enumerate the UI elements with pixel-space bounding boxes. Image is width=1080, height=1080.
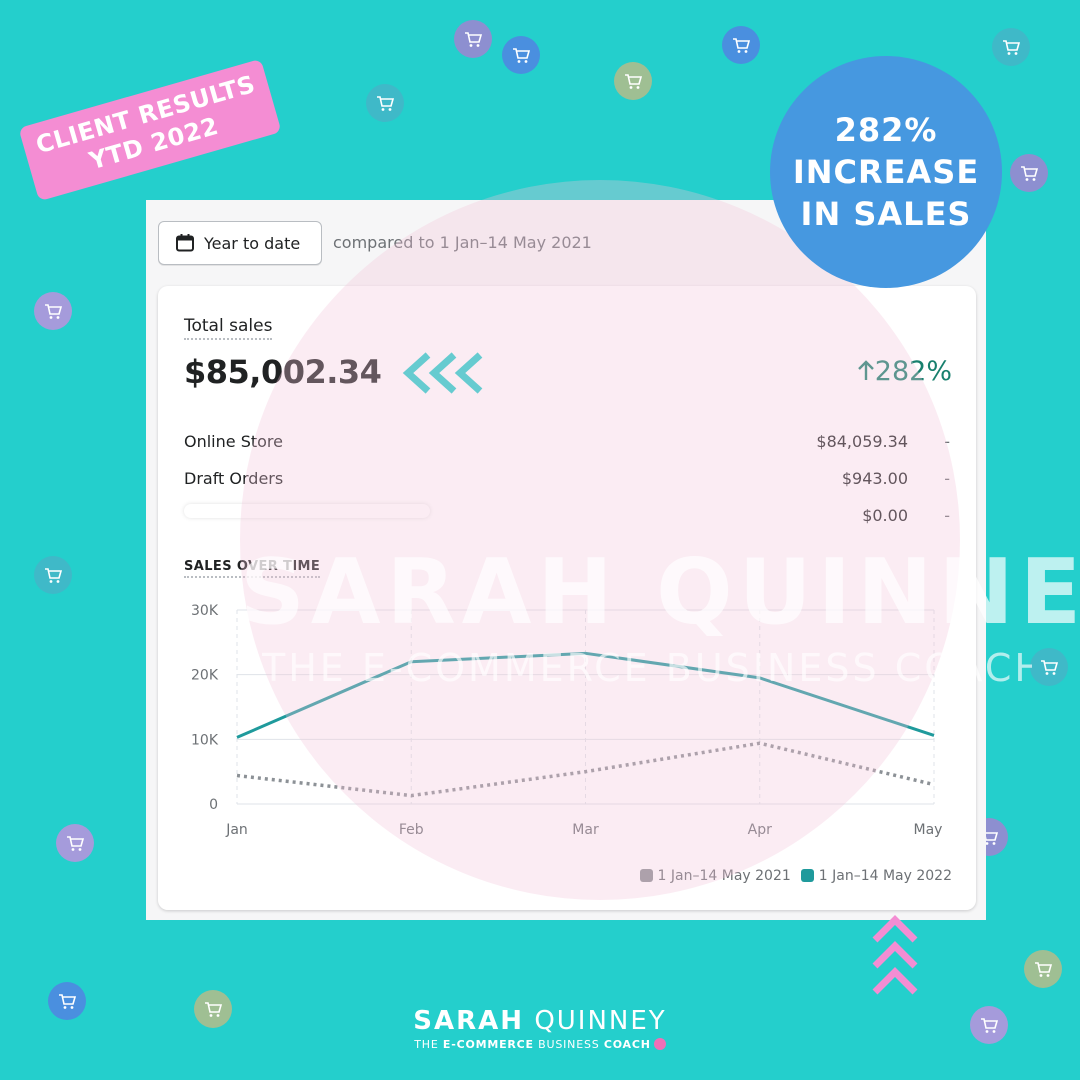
shopping-cart-icon [1024,950,1062,988]
x-tick-label: Apr [748,822,772,838]
x-tick-label: Jan [225,822,248,838]
badge-line-2: INCREASE [792,153,980,191]
shopping-cart-icon [722,26,760,64]
legend-label: 1 Jan–14 May 2021 [657,868,791,884]
brand-name: SARAH QUINNEY [0,1006,1080,1036]
y-tick-label: 30K [191,603,219,619]
total-sales-label[interactable]: Total sales [184,316,273,340]
increase-badge: 282% INCREASE IN SALES [770,56,1002,288]
total-sales-card: Total sales $85,002.34 282% Online Store… [158,286,976,910]
channel-value: $943.00 [841,469,908,488]
legend-label: 1 Jan–14 May 2022 [818,868,952,884]
brand-subtitle: THE E-COMMERCE BUSINESS COACH [0,1038,1080,1051]
sales-over-time-label[interactable]: SALES OVER TIME [184,559,321,578]
brand-first: SARAH [413,1006,525,1036]
redaction-scribble [184,504,430,518]
calendar-icon [176,234,194,252]
brand-last: QUINNEY [534,1006,667,1036]
shopping-cart-icon [614,62,652,100]
date-range-label: Year to date [204,233,301,253]
shopping-cart-icon [454,20,492,58]
channel-label: Online Store [184,432,283,451]
shopping-cart-icon [1030,648,1068,686]
channel-row-online-store: Online Store $84,059.34 - [184,432,950,456]
compare-text: compared to 1 Jan–14 May 2021 [333,233,592,252]
channel-row-redacted: $0.00 - [184,506,950,530]
brand-sub-mid: E-COMMERCE [442,1038,534,1051]
chart-legend: 1 Jan–14 May 2021 1 Jan–14 May 2022 [639,868,952,884]
shopping-cart-icon [56,824,94,862]
shopping-cart-icon [194,990,232,1028]
sales-change: 282% [857,356,952,387]
y-tick-label: 10K [191,732,219,748]
channel-label: Draft Orders [184,469,284,488]
y-tick-label: 20K [191,668,219,684]
sales-over-time-chart: 0 10K 20K 30K Jan Feb Mar Apr May [191,603,943,838]
channel-value: $0.00 [862,506,908,525]
chevron-up-icon [872,915,918,995]
brand-sub-end: COACH [603,1038,651,1051]
x-tick-label: Feb [399,822,424,838]
shopping-cart-icon [34,556,72,594]
shopping-cart-icon [970,1006,1008,1044]
badge-line-3: IN SALES [800,195,972,233]
watermark-name: SARAH QUINNEY [240,540,1080,645]
y-tick-label: 0 [209,797,218,813]
watermark-subtitle: THE E-COMMERCE BUSINESS COACH [262,646,1032,690]
watermark-sub-text: THE E-COMMERCE BUSINESS COACH [262,646,1032,690]
shopping-cart-icon [502,36,540,74]
arrow-up-icon [857,360,874,380]
channel-row-draft-orders: Draft Orders $943.00 - [184,469,950,493]
x-tick-label: May [914,822,943,838]
shopping-cart-icon [366,84,404,122]
date-range-button[interactable]: Year to date [158,221,322,265]
brand-dot-icon [653,1038,666,1050]
brand-sub-pre: THE [414,1038,439,1051]
shopping-cart-icon [992,28,1030,66]
channel-dash: - [944,469,950,488]
shopping-cart-icon [48,982,86,1020]
legend-item-2022[interactable]: 1 Jan–14 May 2022 [800,868,952,884]
total-sales-value: $85,002.34 [184,353,382,391]
channel-value: $84,059.34 [816,432,908,451]
analytics-panel: Year to date compared to 1 Jan–14 May 20… [146,200,986,920]
shopping-cart-icon [34,292,72,330]
legend-item-2021[interactable]: 1 Jan–14 May 2021 [639,868,791,884]
sales-change-value: 282% [874,356,952,387]
brand-logo: SARAH QUINNEY THE E-COMMERCE BUSINESS CO… [0,1006,1080,1051]
badge-line-1: 282% [834,111,938,149]
watermark-circle [240,180,960,900]
shopping-cart-icon [1010,154,1048,192]
x-tick-label: Mar [572,822,599,838]
channel-dash: - [944,506,950,525]
watermark-name-text: SARAH QUINNEY [240,540,1080,645]
brand-sub-post: BUSINESS [538,1038,600,1051]
channel-dash: - [944,432,950,451]
chevron-left-icon [402,352,483,394]
client-results-tag: CLIENT RESULTS YTD 2022 [18,58,282,202]
